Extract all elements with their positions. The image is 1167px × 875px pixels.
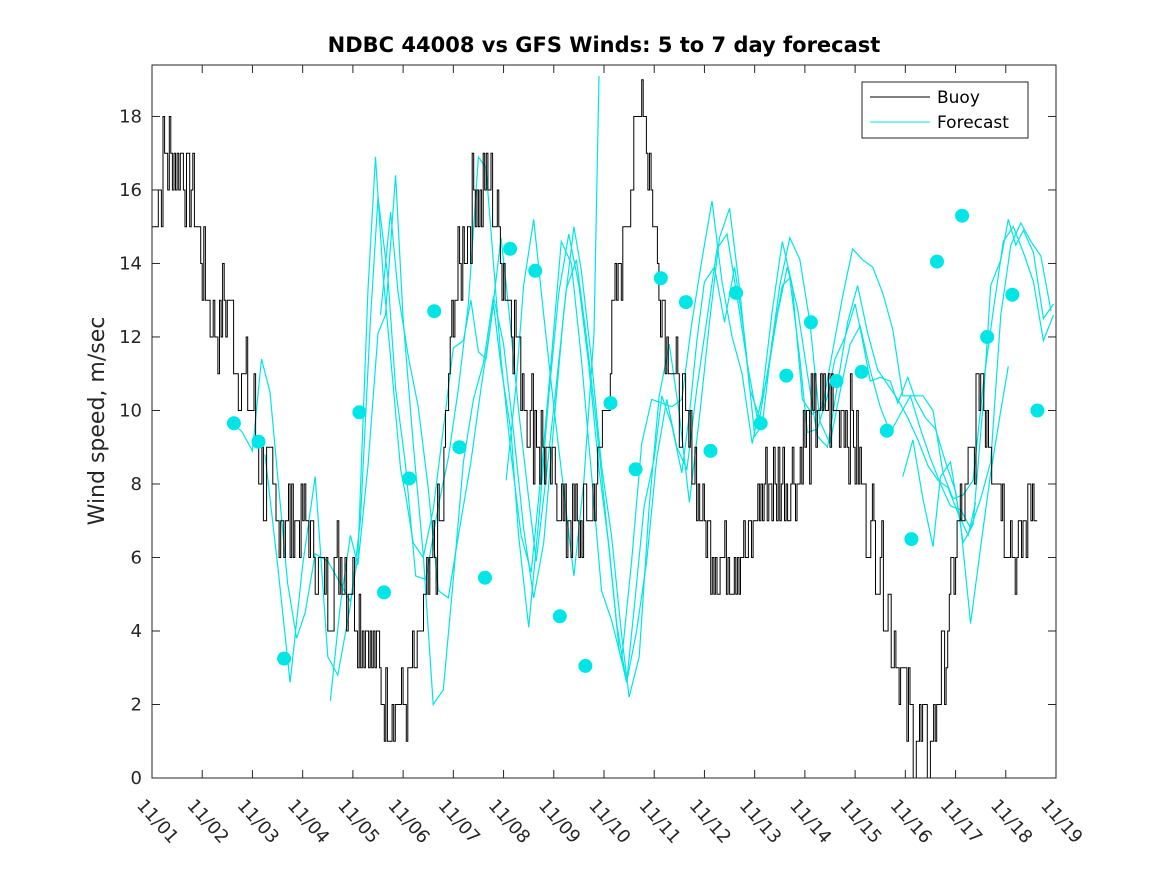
y-tick-label: 8 (131, 474, 142, 495)
forecast-point (277, 651, 292, 666)
buoy-series (152, 79, 1038, 779)
forecast-point (703, 443, 718, 458)
forecast-line (379, 211, 977, 683)
y-tick-label: 2 (131, 694, 142, 715)
forecast-point (854, 364, 869, 379)
legend[interactable]: Buoy Forecast (861, 81, 1029, 139)
forecast-point (729, 285, 744, 300)
forecast-line (264, 155, 1055, 683)
y-tick-label: 0 (131, 768, 142, 789)
y-tick-label: 12 (119, 327, 142, 348)
forecast-point (427, 304, 442, 319)
forecast-point (753, 416, 768, 431)
forecast-point (1030, 403, 1045, 418)
forecast-point (829, 374, 844, 389)
forecast-point (452, 440, 467, 455)
forecast-point (779, 368, 794, 383)
forecast-line (329, 175, 1052, 707)
chart-title: NDBC 44008 vs GFS Winds: 5 to 7 day fore… (328, 33, 881, 57)
forecast-point (402, 471, 417, 486)
forecast-point (1005, 287, 1020, 302)
buoy-line (152, 79, 1038, 779)
forecast-point (879, 423, 894, 438)
forecast-series (234, 75, 1055, 707)
forecast-point (352, 405, 367, 420)
y-tick-label: 14 (119, 253, 142, 274)
forecast-point (603, 396, 618, 411)
y-axis-label: Wind speed, m/sec (85, 317, 110, 526)
forecast-point (653, 271, 668, 286)
forecast-point (803, 315, 818, 330)
y-tick-label: 16 (119, 180, 142, 201)
forecast-point (904, 532, 919, 547)
forecast-point (980, 330, 995, 344)
forecast-point (226, 416, 241, 431)
forecast-point (578, 658, 593, 673)
forecast-point (955, 208, 970, 223)
forecast-point (377, 585, 391, 600)
forecast-point (251, 434, 266, 449)
legend-label-forecast: Forecast (937, 113, 1009, 133)
y-tick-label: 10 (119, 400, 142, 421)
forecast-point (930, 254, 944, 269)
forecast-line (234, 156, 1054, 683)
y-tick-label: 4 (131, 621, 142, 642)
forecast-point (528, 263, 543, 278)
forecast-dots (226, 208, 1045, 673)
y-tick-label: 6 (131, 547, 142, 568)
forecast-point (552, 609, 567, 624)
y-tick-label: 18 (119, 106, 142, 127)
forecast-line (505, 75, 600, 576)
forecast-point (678, 295, 693, 310)
forecast-point (478, 570, 492, 585)
forecast-point (503, 241, 518, 256)
legend-label-buoy: Buoy (937, 88, 980, 108)
forecast-line (902, 366, 1009, 624)
forecast-point (628, 462, 643, 477)
legend-box (861, 81, 1029, 139)
